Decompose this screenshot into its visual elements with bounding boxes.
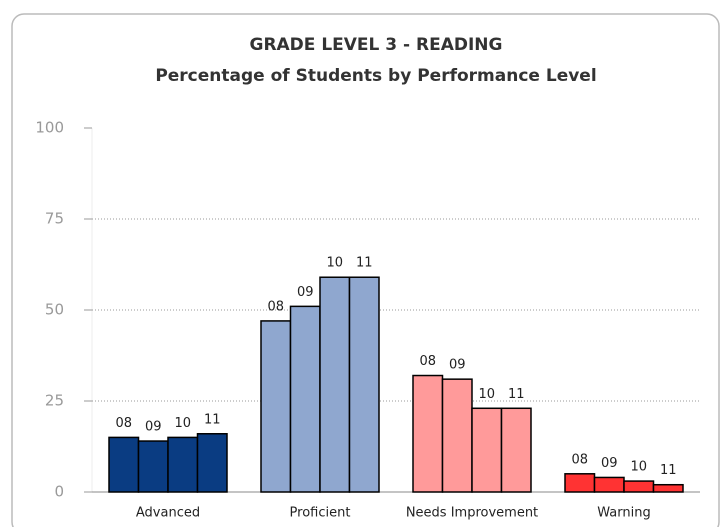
bar-label: 11 bbox=[508, 387, 525, 402]
bar-label: 10 bbox=[174, 416, 191, 431]
bar bbox=[260, 320, 292, 493]
bar-label: 09 bbox=[601, 456, 618, 471]
bar-label: 08 bbox=[267, 299, 284, 314]
bar-label: 11 bbox=[204, 412, 221, 427]
bar-label: 11 bbox=[356, 256, 373, 271]
bar bbox=[471, 407, 503, 493]
y-tick-label: 25 bbox=[45, 392, 64, 410]
bar-label: 10 bbox=[478, 387, 495, 402]
bar bbox=[441, 378, 473, 493]
bar bbox=[412, 374, 444, 493]
x-tick-label: Advanced bbox=[136, 506, 200, 521]
y-tick-label: 100 bbox=[35, 119, 64, 137]
bar bbox=[289, 305, 321, 493]
y-tick-label: 0 bbox=[54, 483, 64, 501]
bar-label: 09 bbox=[297, 285, 314, 300]
bar-label: 09 bbox=[449, 358, 466, 373]
bar bbox=[196, 433, 228, 493]
x-tick-label: Warning bbox=[597, 506, 650, 521]
bar bbox=[348, 276, 380, 493]
bar bbox=[564, 473, 596, 493]
bar-label: 08 bbox=[571, 452, 588, 467]
y-tick-label: 75 bbox=[45, 210, 64, 228]
bar bbox=[500, 407, 532, 493]
bar-label: 10 bbox=[326, 256, 343, 271]
bar bbox=[108, 436, 140, 493]
bar-label: 09 bbox=[145, 420, 162, 435]
bar-label: 11 bbox=[660, 463, 677, 478]
chart-frame bbox=[11, 13, 720, 527]
bar-label: 08 bbox=[419, 354, 436, 369]
bar bbox=[319, 276, 351, 493]
chart-title: GRADE LEVEL 3 - READING bbox=[249, 35, 502, 55]
bar-label: 08 bbox=[115, 416, 132, 431]
bar bbox=[652, 483, 684, 493]
bar bbox=[623, 480, 655, 493]
x-tick-label: Needs Improvement bbox=[406, 506, 538, 521]
bar bbox=[593, 476, 625, 493]
y-tick-label: 50 bbox=[45, 301, 64, 319]
x-tick-label: Proficient bbox=[290, 506, 351, 521]
bar bbox=[137, 440, 169, 493]
bar bbox=[167, 436, 199, 493]
bar-label: 10 bbox=[630, 460, 647, 475]
chart-subtitle: Percentage of Students by Performance Le… bbox=[155, 66, 596, 86]
